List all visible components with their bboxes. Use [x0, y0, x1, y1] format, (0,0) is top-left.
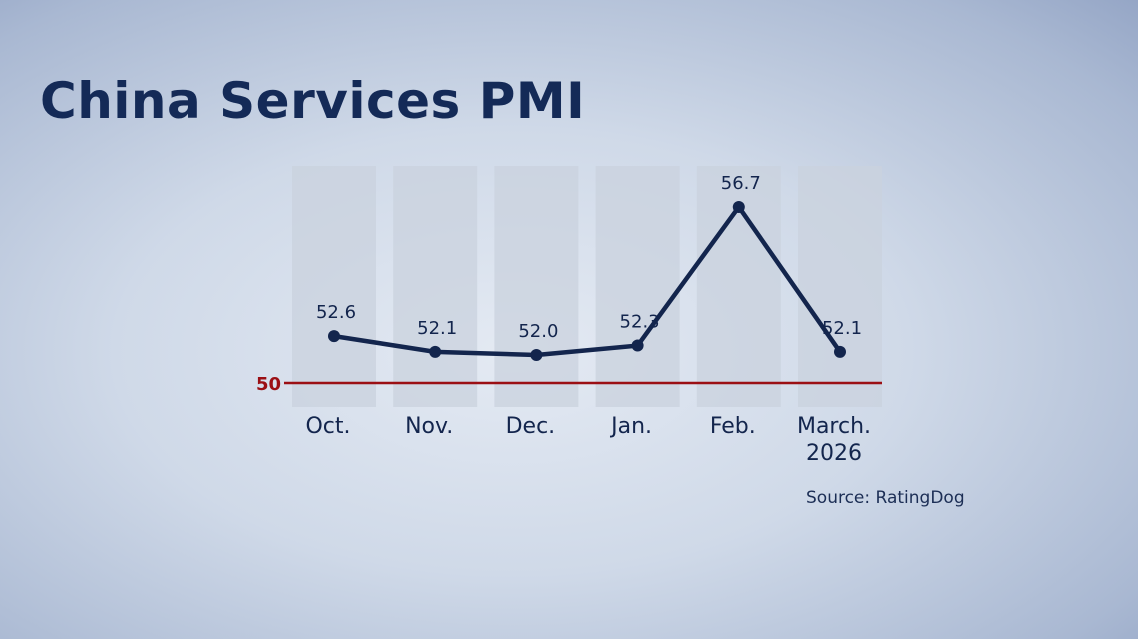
x-tick-label: Dec.: [506, 414, 556, 439]
column-band: [798, 166, 882, 407]
column-band: [595, 166, 680, 407]
data-point: [328, 330, 340, 343]
data-point: [429, 345, 442, 358]
source-note: Source: RatingDog: [806, 488, 965, 508]
data-point: [530, 349, 543, 361]
data-label: 52.6: [316, 302, 356, 323]
data-label: 52.1: [417, 318, 457, 339]
x-tick-label: 2026: [806, 441, 862, 466]
data-label: 52.3: [620, 312, 660, 333]
data-point: [732, 200, 745, 213]
x-tick-label: Nov.: [405, 414, 453, 439]
x-tick-label: Jan.: [609, 414, 652, 439]
x-tick-label: Feb.: [710, 414, 756, 439]
column-band: [393, 166, 478, 407]
column-band: [292, 166, 376, 407]
data-point: [631, 339, 644, 352]
x-tick-label: Oct.: [305, 414, 350, 439]
data-label: 56.7: [721, 173, 761, 194]
x-tick-label: March.: [797, 414, 871, 439]
data-point: [834, 345, 846, 358]
data-label: 52.0: [518, 321, 558, 342]
data-label: 52.1: [822, 318, 862, 339]
chart-title: China Services PMI: [40, 72, 586, 130]
reference-line-label: 50: [256, 374, 281, 395]
series-line: [333, 204, 842, 358]
column-band: [494, 166, 579, 407]
